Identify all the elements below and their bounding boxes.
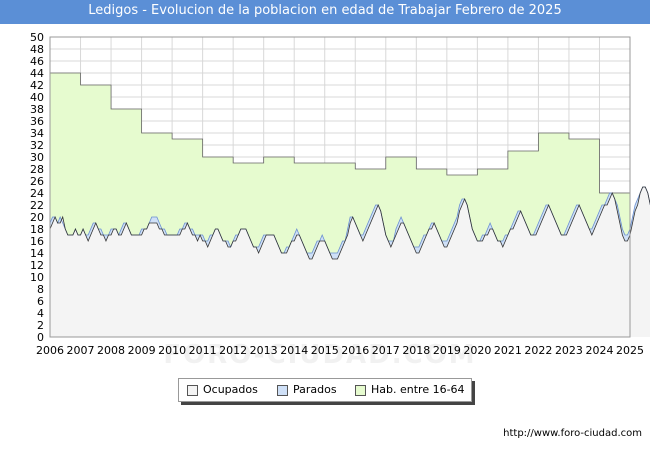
x-tick-labels: 2006 2007 2008 2009 2010 2011 2012 2013 2014 2015…	[36, 344, 644, 357]
x-tick-label: 2007	[67, 344, 95, 357]
y-tick-label: 44	[30, 67, 44, 80]
y-tick-label: 20	[30, 211, 44, 224]
title-bar: Ledigos - Evolucion de la poblacion en e…	[0, 0, 650, 24]
y-tick-label: 40	[30, 91, 44, 104]
y-tick-label: 2	[37, 319, 44, 332]
y-tick-label: 28	[30, 163, 44, 176]
y-tick-label: 22	[30, 199, 44, 212]
plot-frame	[49, 36, 631, 338]
y-tick-labels: 0246810121416182022242628303234363840424…	[30, 31, 44, 344]
y-tick-label: 26	[30, 175, 44, 188]
chart-title: Ledigos - Evolucion de la poblacion en e…	[88, 3, 562, 18]
x-tick-label: 2025	[616, 344, 644, 357]
x-tick-label: 2020	[463, 344, 491, 357]
y-tick-label: 34	[30, 127, 44, 140]
y-tick-label: 48	[30, 43, 44, 56]
x-tick-label: 2011	[189, 344, 217, 357]
x-tick-label: 2010	[158, 344, 186, 357]
series-ocupados-area	[50, 187, 650, 337]
y-tick-label: 38	[30, 103, 44, 116]
y-tick-label: 18	[30, 223, 44, 236]
y-tick-label: 14	[30, 247, 44, 260]
y-tick-label: 4	[37, 307, 44, 320]
y-tick-label: 12	[30, 259, 44, 272]
watermark: FORO-CIUDAD.COM	[163, 340, 477, 370]
x-tick-label: 2023	[555, 344, 583, 357]
legend-item-parados: Parados	[277, 384, 337, 396]
legend-item-hab: Hab. entre 16-64	[355, 384, 465, 396]
y-tick-label: 46	[30, 55, 44, 68]
y-tick-label: 10	[30, 271, 44, 284]
x-tick-label: 2015	[311, 344, 339, 357]
x-tick-label: 2012	[219, 344, 247, 357]
x-tick-label: 2008	[97, 344, 125, 357]
x-tick-label: 2014	[280, 344, 308, 357]
x-tick-label: 2016	[341, 344, 369, 357]
x-tick-label: 2021	[494, 344, 522, 357]
legend-swatch-parados	[277, 384, 288, 396]
y-tick-label: 24	[30, 187, 44, 200]
y-tick-label: 0	[37, 331, 44, 344]
legend-label-hab: Hab. entre 16-64	[371, 383, 465, 396]
x-tick-label: 2022	[524, 344, 552, 357]
x-tick-label: 2006	[36, 344, 64, 357]
legend-label-parados: Parados	[293, 383, 337, 396]
y-tick-label: 50	[30, 31, 44, 44]
footer-url: http://www.foro-ciudad.com	[503, 428, 642, 439]
y-tick-label: 32	[30, 139, 44, 152]
x-tick-label: 2024	[585, 344, 613, 357]
x-tick-label: 2017	[372, 344, 400, 357]
legend-swatch-hab	[355, 384, 366, 396]
y-tick-label: 36	[30, 115, 44, 128]
y-tick-label: 8	[37, 283, 44, 296]
x-tick-label: 2009	[128, 344, 156, 357]
x-tick-label: 2013	[250, 344, 278, 357]
y-tick-label: 16	[30, 235, 44, 248]
series-lines	[49, 72, 650, 260]
series-hab-line	[50, 72, 630, 194]
y-tick-label: 42	[30, 79, 44, 92]
legend: Ocupados Parados Hab. entre 16-64	[178, 378, 472, 402]
x-tick-label: 2019	[433, 344, 461, 357]
legend-label-ocupados: Ocupados	[203, 383, 258, 396]
x-tick-label: 2018	[402, 344, 430, 357]
series-ocupados-line	[49, 186, 650, 260]
legend-swatch-ocupados	[187, 384, 198, 396]
y-tick-label: 30	[30, 151, 44, 164]
y-tick-label: 6	[37, 295, 44, 308]
legend-item-ocupados: Ocupados	[187, 384, 258, 396]
